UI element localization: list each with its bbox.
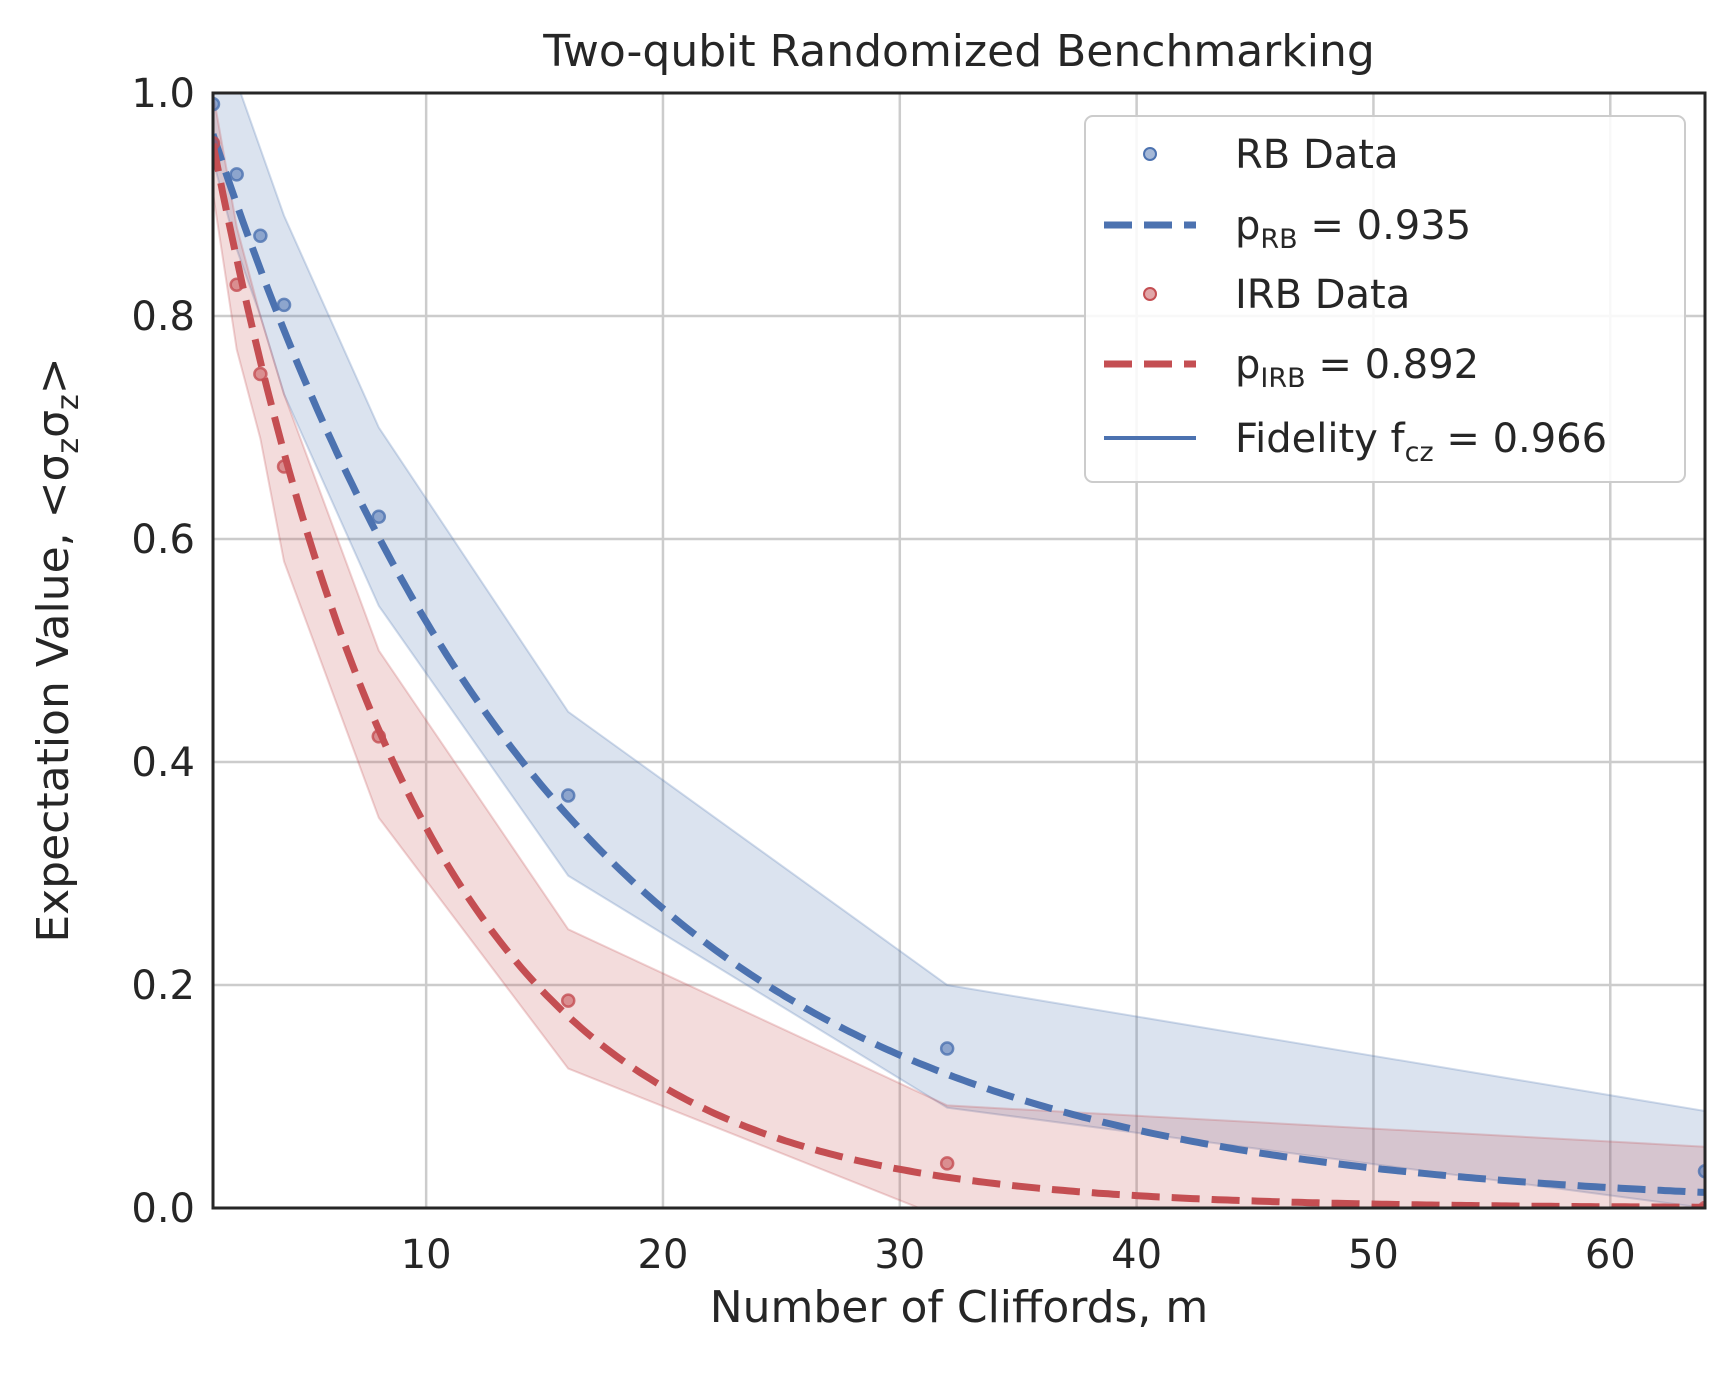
- y-tick-label: 0.6: [131, 517, 195, 563]
- irb-data-point: [229, 277, 244, 293]
- y-tick-label: 0.8: [131, 294, 195, 340]
- irb-data-point: [253, 366, 268, 382]
- irb-data-point: [560, 993, 576, 1008]
- x-tick-label: 50: [1348, 1232, 1399, 1278]
- irb-data-point: [276, 459, 292, 474]
- x-tick-label: 20: [638, 1232, 689, 1278]
- legend-irb-fit-sub: IRB: [1260, 363, 1305, 394]
- rb-data-point: [560, 788, 576, 803]
- legend-rb-fit-value: = 0.935: [1298, 203, 1471, 249]
- rb-data-point: [371, 509, 387, 524]
- legend-rb-fit-label: pRB = 0.935: [1235, 203, 1471, 255]
- irb-data-point: [939, 1156, 955, 1171]
- y-axis-label-sub1: z: [51, 438, 86, 454]
- legend-rb-data-marker: [1143, 147, 1157, 161]
- rb-data-point: [229, 167, 244, 182]
- y-axis-label-mid: σ: [28, 410, 79, 438]
- rb-fit-curve: [213, 133, 1705, 1196]
- legend-rb-fit-sub: RB: [1260, 224, 1297, 255]
- y-tick-label: 0.2: [131, 963, 195, 1009]
- legend-irb-data-marker: [1143, 287, 1157, 301]
- rb-data-point: [253, 228, 268, 243]
- legend-rb-data-label: RB Data: [1235, 132, 1398, 178]
- legend-irb-data-label: IRB Data: [1235, 272, 1410, 318]
- y-tick-label: 0.0: [131, 1186, 195, 1232]
- y-axis-label-prefix: Expectation Value, <σ: [28, 454, 79, 943]
- y-axis-label-suffix: >: [28, 357, 79, 394]
- legend-irb-fit-label: pIRB = 0.892: [1235, 342, 1479, 394]
- fit-curves: [213, 133, 1705, 1208]
- rb-error-band: [213, 93, 1705, 1208]
- y-axis-label-sub2: z: [51, 394, 86, 410]
- legend-fidelity-main: Fidelity f: [1235, 416, 1406, 462]
- legend-irb-fit-value: = 0.892: [1306, 342, 1479, 388]
- x-tick-label: 10: [401, 1232, 452, 1278]
- irb-error-band: [213, 93, 1705, 1208]
- irb-data-point: [371, 729, 387, 744]
- x-tick-label: 30: [874, 1232, 925, 1278]
- chart-title: Two-qubit Randomized Benchmarking: [542, 26, 1375, 77]
- legend: RB Data pRB = 0.935 IRB Data pIRB = 0.89…: [1084, 115, 1686, 483]
- legend-box: [1084, 115, 1686, 483]
- rb-data-point: [276, 297, 292, 313]
- y-tick-label: 1.0: [131, 71, 195, 117]
- tick-labels: 10 20 30 40 50 60 0.0 0.2 0.4 0.6 0.8 1.0: [131, 71, 1635, 1278]
- x-tick-label: 60: [1585, 1232, 1636, 1278]
- legend-rb-fit-p: p: [1235, 203, 1260, 249]
- y-axis-label: Expectation Value, <σzσz>: [28, 357, 86, 942]
- plot-frame: [211, 91, 1707, 1210]
- legend-fidelity-label: Fidelity fcz = 0.966: [1235, 416, 1607, 468]
- y-tick-label: 0.4: [131, 740, 195, 786]
- rb-data-point: [939, 1041, 955, 1056]
- legend-irb-fit-p: p: [1235, 342, 1260, 388]
- x-tick-label: 40: [1111, 1232, 1162, 1278]
- irb-fit-curve: [213, 143, 1705, 1208]
- x-axis-label: Number of Cliffords, m: [710, 1282, 1209, 1333]
- legend-fidelity-value: = 0.966: [1434, 416, 1607, 462]
- error-bands: [213, 93, 1705, 1208]
- legend-fidelity-sub: cz: [1405, 437, 1434, 468]
